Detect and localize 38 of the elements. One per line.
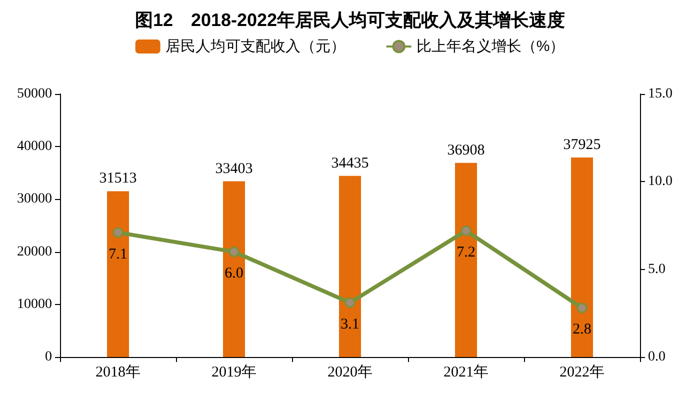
y-tick-label: 10000	[17, 296, 52, 312]
point	[228, 246, 240, 258]
data-label: 34435	[331, 155, 369, 172]
point	[460, 226, 472, 236]
x-tick-label: 2021年	[444, 364, 488, 380]
x-tick-label: 2019年	[212, 364, 256, 380]
y-tick-label: 30000	[17, 192, 52, 207]
bar	[455, 162, 477, 357]
data-label: 6.0	[224, 266, 244, 282]
x-tick-label: 2018年	[96, 364, 140, 380]
x-tick-label: 2022年	[560, 364, 604, 380]
y2-tick-label: 15.0	[648, 86, 672, 102]
legend-label: 比上年名义增长（%）	[416, 38, 565, 55]
bar	[339, 176, 361, 357]
data-label: 36908	[447, 142, 485, 158]
data-label: 31513	[99, 170, 137, 187]
data-label: 7.2	[456, 244, 476, 261]
data-label: 37925	[563, 137, 601, 154]
y-tick-label: 0	[45, 350, 52, 364]
chart-title: 图12 2018-2022年居民人均可支配收入及其增长速度	[134, 10, 566, 30]
data-label: 33403	[215, 160, 253, 177]
bar	[571, 158, 593, 357]
x-tick-label: 2020年	[328, 364, 372, 380]
data-label: 7.1	[108, 246, 128, 262]
y-tick-label: 50000	[17, 86, 52, 102]
y-tick-label: 20000	[17, 244, 52, 260]
data-label: 3.1	[340, 316, 360, 332]
data-label: 2.8	[572, 322, 592, 338]
y2-tick-label: 0.0	[648, 350, 666, 364]
y2-tick-label: 5.0	[648, 262, 666, 277]
point	[576, 302, 588, 314]
y2-tick-label: 10.0	[648, 174, 672, 190]
y-tick-label: 40000	[17, 139, 52, 154]
bar	[107, 191, 129, 357]
bar	[223, 181, 245, 357]
point	[112, 227, 124, 238]
point	[344, 297, 356, 308]
legend-label: 居民人均可支配收入（元）	[165, 38, 346, 55]
